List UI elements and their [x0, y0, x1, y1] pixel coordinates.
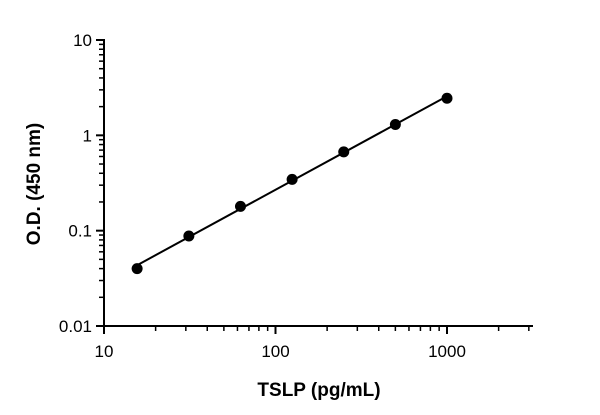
y-tick-label: 0.01: [59, 317, 92, 336]
y-axis-title: O.D. (450 nm): [24, 123, 45, 245]
x-tick-label: 100: [261, 342, 289, 361]
data-point: [338, 146, 350, 158]
y-tick-label: 0.1: [68, 222, 92, 241]
data-point: [441, 92, 453, 104]
axes: [96, 39, 533, 334]
data-point: [131, 263, 143, 275]
x-tick-label: 1000: [428, 342, 466, 361]
data-point: [286, 173, 298, 185]
x-axis-title: TSLP (pg/mL): [257, 380, 380, 401]
data-point: [183, 230, 195, 242]
data-point: [234, 200, 246, 212]
data-point: [389, 118, 401, 130]
y-tick-label: 10: [73, 31, 92, 50]
tick-labels: 0.01 0.1 1 10 10 100 1000: [59, 31, 466, 361]
y-tick-label: 1: [83, 126, 92, 145]
data-points: [131, 92, 453, 275]
x-tick-label: 10: [95, 342, 114, 361]
